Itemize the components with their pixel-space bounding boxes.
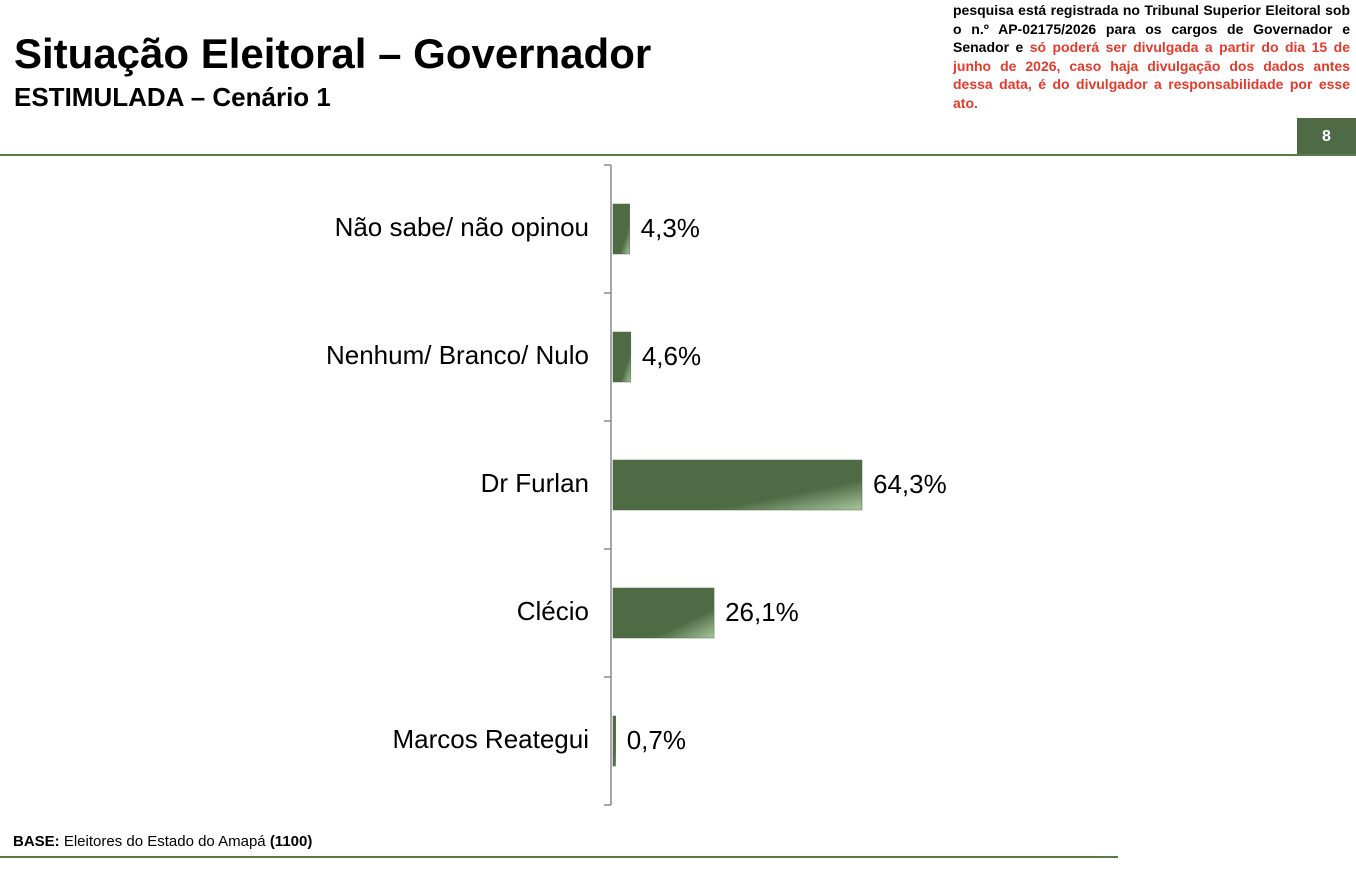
category-label: Nenhum/ Branco/ Nulo bbox=[326, 340, 589, 370]
footer-label: BASE: bbox=[13, 833, 60, 850]
notice-warning: só poderá ser divulgada a partir do dia … bbox=[953, 39, 1350, 111]
value-label: 26,1% bbox=[725, 597, 799, 627]
bar bbox=[612, 331, 632, 383]
title: Situação Eleitoral – Governador bbox=[14, 30, 652, 77]
bar bbox=[612, 459, 863, 511]
category-label: Não sabe/ não opinou bbox=[335, 212, 589, 242]
subtitle: ESTIMULADA – Cenário 1 bbox=[14, 82, 331, 112]
page-number: 8 bbox=[1297, 118, 1356, 155]
value-label: 0,7% bbox=[627, 725, 686, 755]
category-label: Dr Furlan bbox=[481, 468, 589, 498]
footer-sample: (1100) bbox=[269, 833, 313, 850]
notice-text: pesquisa está registrada no Tribunal Sup… bbox=[953, 2, 1350, 55]
footer-rule bbox=[0, 856, 1118, 858]
notice: pesquisa está registrada no Tribunal Sup… bbox=[953, 1, 1350, 112]
bar bbox=[612, 587, 715, 639]
category-label: Clécio bbox=[517, 596, 589, 626]
value-label: 64,3% bbox=[873, 469, 947, 499]
footer-text: Eleitores do Estado do Amapá bbox=[63, 833, 266, 850]
value-label: 4,6% bbox=[642, 341, 701, 371]
value-label: 4,3% bbox=[641, 213, 700, 243]
category-label: Marcos Reategui bbox=[392, 724, 589, 754]
header-rule bbox=[0, 154, 1356, 156]
bar bbox=[612, 203, 630, 255]
footer: BASE: Eleitores do Estado do Amapá (1100… bbox=[13, 833, 312, 850]
bar bbox=[612, 715, 616, 767]
